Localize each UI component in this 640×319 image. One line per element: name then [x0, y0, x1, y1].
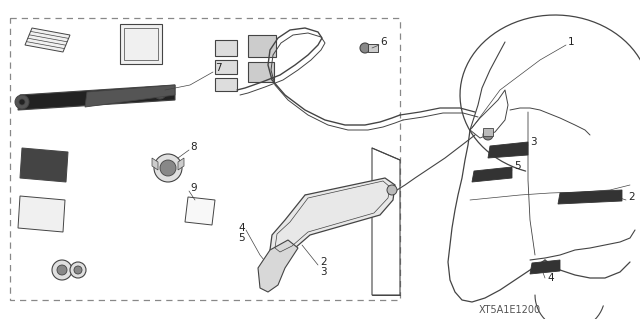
Text: 5: 5 — [514, 161, 520, 171]
Polygon shape — [558, 190, 622, 204]
Circle shape — [15, 95, 29, 109]
Circle shape — [483, 130, 493, 140]
Bar — [248, 62, 274, 82]
Text: 7: 7 — [215, 63, 221, 73]
Bar — [483, 128, 493, 136]
Polygon shape — [152, 158, 158, 170]
Polygon shape — [530, 260, 560, 274]
Circle shape — [57, 265, 67, 275]
Polygon shape — [488, 142, 528, 158]
Polygon shape — [270, 178, 395, 255]
Polygon shape — [472, 167, 512, 182]
Bar — [215, 40, 237, 56]
Bar — [368, 44, 378, 52]
Text: 4: 4 — [238, 223, 245, 233]
Bar — [120, 24, 162, 64]
Circle shape — [19, 99, 25, 105]
Polygon shape — [85, 85, 175, 107]
Text: XT5A1E1200: XT5A1E1200 — [479, 305, 541, 315]
Text: 3: 3 — [530, 137, 536, 147]
Circle shape — [70, 262, 86, 278]
Polygon shape — [258, 240, 298, 292]
Bar — [215, 60, 237, 74]
Circle shape — [360, 43, 370, 53]
Circle shape — [160, 160, 176, 176]
Bar — [215, 78, 237, 91]
Polygon shape — [18, 196, 65, 232]
Polygon shape — [20, 148, 68, 182]
Circle shape — [154, 154, 182, 182]
Bar — [124, 28, 158, 60]
Text: 9: 9 — [190, 183, 196, 193]
Text: 8: 8 — [190, 142, 196, 152]
Text: 5: 5 — [238, 233, 245, 243]
Bar — [10, 18, 400, 300]
Polygon shape — [25, 28, 70, 52]
Circle shape — [157, 90, 163, 96]
Circle shape — [387, 185, 397, 195]
Text: 2: 2 — [320, 257, 326, 267]
Polygon shape — [185, 197, 215, 225]
Text: 3: 3 — [320, 267, 326, 277]
Text: 2: 2 — [628, 192, 635, 202]
Text: 6: 6 — [380, 37, 387, 47]
Circle shape — [52, 260, 72, 280]
Circle shape — [154, 87, 166, 99]
Text: 4: 4 — [547, 273, 554, 283]
Text: 1: 1 — [568, 37, 575, 47]
Polygon shape — [18, 85, 175, 110]
Polygon shape — [178, 158, 184, 170]
Bar — [248, 35, 276, 57]
Circle shape — [74, 266, 82, 274]
